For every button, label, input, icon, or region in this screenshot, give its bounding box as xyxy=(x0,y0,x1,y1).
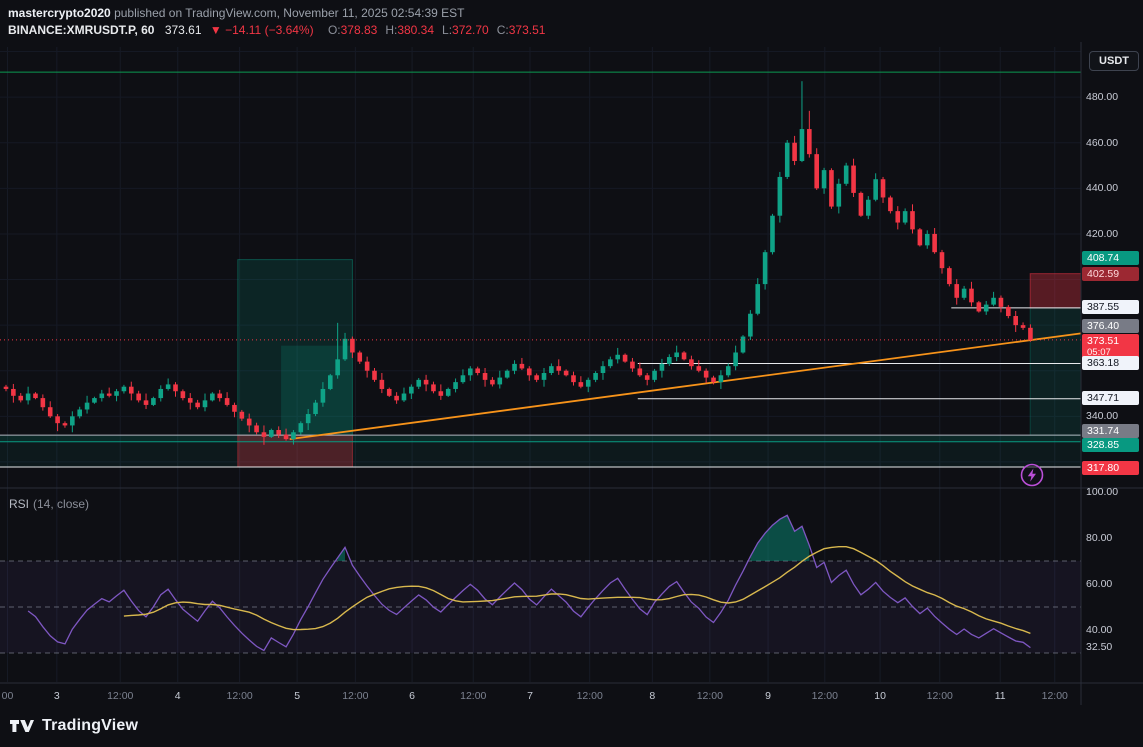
currency-button[interactable]: USDT xyxy=(1089,51,1139,71)
ohlc-value: 373.51 xyxy=(508,23,546,37)
time-axis-label: 9 xyxy=(765,690,771,702)
badge-price: 347.71 xyxy=(1087,392,1120,405)
snapshot-header: mastercrypto2020 published on TradingVie… xyxy=(0,0,1143,42)
price-axis-label: 340.00 xyxy=(1086,410,1119,423)
lightning-icon xyxy=(1020,463,1044,487)
badge-price: 373.51 xyxy=(1087,334,1120,347)
time-axis-label: 7 xyxy=(527,690,533,702)
rsi-axis-label: 100.00 xyxy=(1086,486,1119,498)
chart-area: 00 3 12:00 4 12:00 5 12:00 6 12:00 7 12:00 8 12:00 9 1… xyxy=(0,42,1143,705)
time-axis-label: 12:00 xyxy=(460,690,486,702)
footer-bar: TradingView xyxy=(0,705,1143,747)
time-axis-label: 12:00 xyxy=(342,690,368,702)
rsi-axis-label: 40.00 xyxy=(1086,624,1113,636)
time-axis-label: 3 xyxy=(54,690,60,702)
badge-price: 387.55 xyxy=(1087,301,1120,314)
long-stop-box[interactable] xyxy=(237,434,353,468)
rsi-overbought-fill xyxy=(750,515,810,561)
short-target-box[interactable] xyxy=(1029,307,1082,436)
candles xyxy=(3,81,1033,445)
symbol-line: BINANCE:XMRUSDT.P, 60 373.61 ▼ −14.11 (−… xyxy=(8,23,1143,37)
time-axis-label: 00 xyxy=(2,690,14,702)
time-axis-label: 12:00 xyxy=(226,690,252,702)
long-inner-target-box[interactable] xyxy=(281,345,353,436)
ohlc-label: H: xyxy=(385,23,398,37)
ohlc-value: 378.83 xyxy=(340,23,378,37)
price-badge: 328.85 xyxy=(1082,438,1139,453)
bar-countdown: 05:07 xyxy=(1087,346,1111,358)
price-change: ▼ −14.11 (−3.64%) xyxy=(209,23,314,37)
price-scale[interactable]: USDT 480.00 460.00 440.00 420.00 340.00 100.0… xyxy=(1081,42,1143,705)
badge-price: 317.80 xyxy=(1087,462,1120,475)
time-axis-label: 6 xyxy=(409,690,415,702)
rsi-line[interactable] xyxy=(27,514,1031,652)
rsi-axis-label: 60.00 xyxy=(1086,578,1113,590)
rsi-axis-label: 80.00 xyxy=(1086,532,1113,544)
time-axis-label: 4 xyxy=(175,690,181,702)
ohlc-value: 372.70 xyxy=(452,23,489,37)
rsi-indicator-label[interactable]: RSI (14, close) xyxy=(9,497,89,511)
rsi-ma-line[interactable] xyxy=(123,546,1031,635)
price-badge: 317.80 xyxy=(1082,461,1139,476)
publish-line: mastercrypto2020 published on TradingVie… xyxy=(8,6,1143,20)
price-badge: 408.74 xyxy=(1082,251,1139,266)
ohlc-values: O:378.83 H:380.34 L:372.70 C:373.51 xyxy=(328,23,554,37)
ohlc-value: 380.34 xyxy=(397,23,435,37)
rsi-pane xyxy=(0,514,1081,654)
brand-name[interactable]: TradingView xyxy=(42,717,139,734)
badge-price: 363.18 xyxy=(1087,356,1120,369)
time-axis-label: 12:00 xyxy=(577,690,603,702)
price-axis-label: 420.00 xyxy=(1086,227,1119,240)
time-axis-label: 11 xyxy=(995,690,1006,702)
symbol-title[interactable]: BINANCE:XMRUSDT.P, 60 xyxy=(8,23,155,37)
price-badge: 373.51 05:07 xyxy=(1082,333,1139,359)
tradingview-logo[interactable] xyxy=(10,717,34,735)
price-axis-label: 480.00 xyxy=(1086,91,1119,104)
long-target-box[interactable] xyxy=(237,259,353,436)
price-badge: 331.74 xyxy=(1082,423,1139,438)
time-axis-label: 12:00 xyxy=(107,690,133,702)
time-axis-label: 12:00 xyxy=(812,690,838,702)
short-stop-box[interactable] xyxy=(1029,273,1082,309)
badge-price: 376.40 xyxy=(1087,319,1120,332)
ohlc-label: O: xyxy=(327,23,341,37)
boost-icon[interactable] xyxy=(1019,462,1045,488)
rsi-params: (14, close) xyxy=(33,497,90,511)
price-badge: 347.71 xyxy=(1082,391,1139,406)
price-badge: 376.40 xyxy=(1082,318,1139,333)
badge-price: 331.74 xyxy=(1087,424,1120,437)
price-badge: 363.18 xyxy=(1082,355,1139,370)
badge-price: 408.74 xyxy=(1087,252,1120,265)
publish-info: published on TradingView.com, November 1… xyxy=(110,6,465,20)
author-name: mastercrypto2020 xyxy=(8,6,111,20)
chart-canvas[interactable]: 00 3 12:00 4 12:00 5 12:00 6 12:00 7 12:00 8 12:00 9 1… xyxy=(0,42,1143,705)
time-axis-label: 12:00 xyxy=(927,690,953,702)
last-price: 373.61 xyxy=(164,23,202,37)
price-axis-label: 440.00 xyxy=(1086,182,1119,195)
rsi-title: RSI xyxy=(9,497,30,511)
rsi-axis-label: 32.50 xyxy=(1086,641,1113,654)
price-badge: 387.55 xyxy=(1082,300,1139,315)
support-band xyxy=(0,441,1081,467)
ohlc-label: C: xyxy=(496,23,509,37)
time-axis-label: 12:00 xyxy=(697,690,723,702)
time-axis-label: 8 xyxy=(649,690,655,702)
trend-line[interactable] xyxy=(289,332,1082,441)
ohlc-label: L: xyxy=(442,23,453,37)
time-axis-label: 12:00 xyxy=(1042,690,1068,702)
badge-price: 402.59 xyxy=(1087,268,1120,281)
time-axis-label: 5 xyxy=(294,690,300,702)
support-band xyxy=(0,435,1081,442)
badge-price: 328.85 xyxy=(1087,439,1120,452)
time-axis-label: 10 xyxy=(874,690,886,702)
price-axis-label: 460.00 xyxy=(1086,136,1119,149)
price-badge: 402.59 xyxy=(1082,267,1139,282)
